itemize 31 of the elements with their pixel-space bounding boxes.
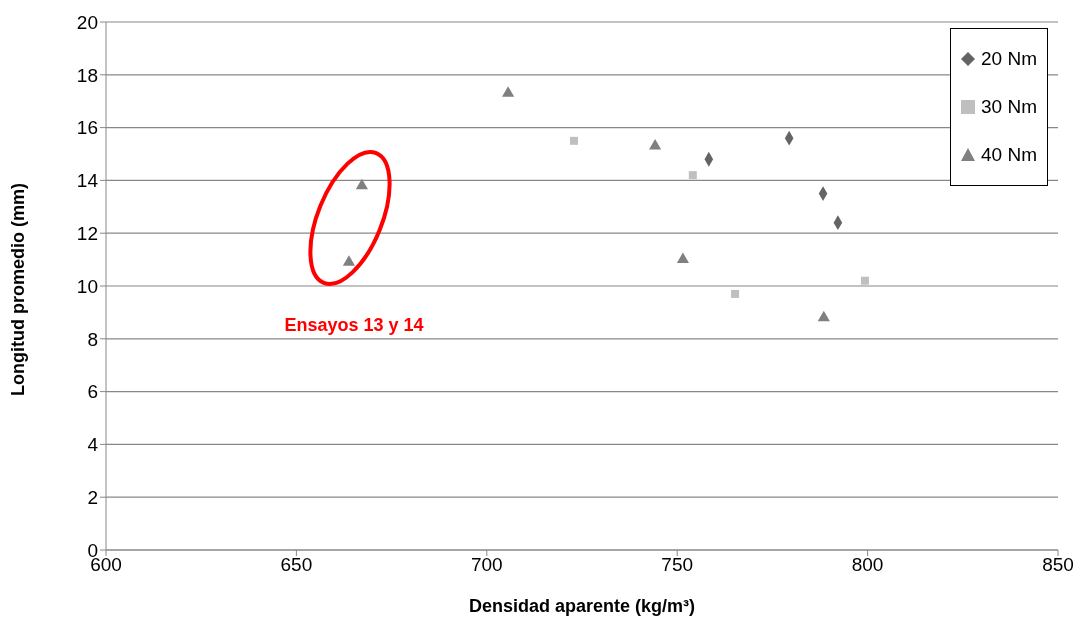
point xyxy=(355,178,368,190)
x-tick-label: 650 xyxy=(280,554,313,576)
point xyxy=(502,86,515,97)
y-tick-label: 8 xyxy=(87,328,98,350)
y-axis-title: Longitud promedio (mm) xyxy=(8,183,29,396)
y-tick-label: 20 xyxy=(76,11,98,33)
x-axis-title: Densidad aparente (kg/m³) xyxy=(468,596,696,616)
point xyxy=(731,289,740,298)
point xyxy=(570,136,578,145)
legend-label: 40 Nm xyxy=(981,143,1037,167)
point xyxy=(688,171,697,180)
point xyxy=(649,139,662,150)
point xyxy=(676,252,689,264)
point xyxy=(342,255,356,266)
y-tick-label: 14 xyxy=(76,170,99,192)
x-tick-label: 700 xyxy=(470,554,503,576)
x-tick-label: 850 xyxy=(1042,554,1074,576)
y-tick-label: 18 xyxy=(76,64,98,86)
y-tick-label: 12 xyxy=(76,222,98,244)
y-tick-label: 16 xyxy=(76,117,98,139)
y-tick-label: 2 xyxy=(87,486,98,508)
annotation: Ensayos 13 y 14 xyxy=(284,314,424,336)
legend-label: 30 Nm xyxy=(981,95,1037,119)
y-tick-label: 6 xyxy=(87,381,98,403)
legend-label: 20 Nm xyxy=(981,47,1037,71)
x-tick-label: 800 xyxy=(851,554,884,576)
y-tick-label: 10 xyxy=(76,275,98,297)
x-tick-label: 750 xyxy=(661,554,694,576)
point xyxy=(860,276,869,285)
y-tick-label: 4 xyxy=(87,434,99,456)
point xyxy=(817,310,830,322)
